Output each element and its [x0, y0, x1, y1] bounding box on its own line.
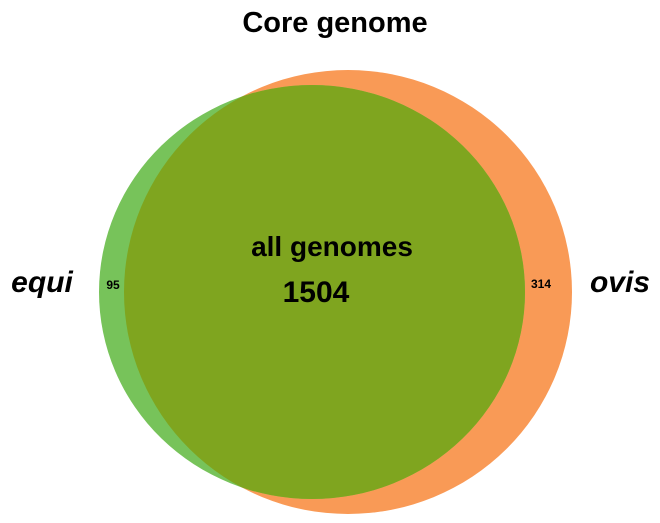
diagram-title: Core genome: [242, 7, 427, 39]
ovis-unique-count: 314: [531, 277, 551, 291]
equi-unique-count: 95: [106, 278, 120, 292]
intersection-region: [124, 85, 525, 499]
ovis-label: ovis: [590, 266, 650, 299]
intersection-count: 1504: [283, 276, 350, 309]
intersection-label: all genomes: [251, 231, 413, 262]
equi-label: equi: [11, 266, 73, 299]
